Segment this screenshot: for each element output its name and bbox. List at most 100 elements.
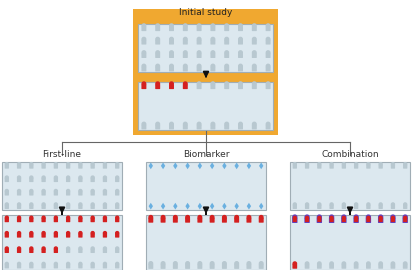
FancyBboxPatch shape — [54, 191, 58, 195]
FancyBboxPatch shape — [5, 164, 9, 169]
Circle shape — [183, 82, 187, 86]
FancyBboxPatch shape — [252, 53, 257, 58]
Circle shape — [197, 24, 201, 28]
FancyBboxPatch shape — [66, 249, 70, 253]
FancyBboxPatch shape — [2, 162, 122, 210]
FancyBboxPatch shape — [354, 264, 358, 269]
Circle shape — [142, 64, 146, 68]
FancyBboxPatch shape — [224, 40, 229, 45]
FancyBboxPatch shape — [115, 264, 119, 268]
FancyBboxPatch shape — [141, 40, 146, 45]
FancyBboxPatch shape — [305, 205, 309, 209]
FancyBboxPatch shape — [366, 264, 371, 269]
FancyBboxPatch shape — [42, 205, 46, 209]
Circle shape — [253, 24, 256, 28]
FancyBboxPatch shape — [133, 9, 279, 135]
Circle shape — [330, 216, 333, 219]
FancyBboxPatch shape — [103, 205, 107, 209]
Circle shape — [197, 51, 201, 55]
Circle shape — [225, 24, 229, 28]
Circle shape — [116, 247, 119, 250]
FancyBboxPatch shape — [391, 205, 395, 209]
FancyBboxPatch shape — [141, 26, 146, 31]
Circle shape — [18, 232, 21, 235]
Circle shape — [91, 203, 94, 206]
Polygon shape — [149, 163, 153, 169]
FancyBboxPatch shape — [42, 218, 46, 222]
Circle shape — [79, 232, 82, 235]
Circle shape — [198, 262, 201, 265]
FancyBboxPatch shape — [197, 125, 201, 129]
Circle shape — [5, 262, 8, 265]
FancyBboxPatch shape — [155, 40, 160, 45]
FancyBboxPatch shape — [403, 205, 407, 209]
Circle shape — [239, 82, 242, 86]
Circle shape — [318, 262, 321, 265]
FancyBboxPatch shape — [54, 249, 58, 253]
FancyBboxPatch shape — [379, 164, 383, 169]
Circle shape — [116, 163, 119, 166]
FancyBboxPatch shape — [197, 264, 202, 269]
FancyBboxPatch shape — [2, 215, 122, 270]
Circle shape — [253, 38, 256, 41]
Circle shape — [142, 38, 146, 41]
Circle shape — [211, 64, 215, 68]
FancyBboxPatch shape — [169, 67, 174, 72]
Circle shape — [103, 262, 106, 265]
FancyBboxPatch shape — [103, 249, 107, 253]
FancyBboxPatch shape — [183, 125, 188, 129]
Circle shape — [253, 64, 256, 68]
Circle shape — [67, 262, 70, 265]
Text: Combination: Combination — [321, 150, 379, 159]
Circle shape — [170, 122, 173, 126]
FancyBboxPatch shape — [224, 67, 229, 72]
FancyBboxPatch shape — [211, 84, 215, 89]
Circle shape — [247, 262, 251, 265]
Circle shape — [247, 215, 251, 219]
FancyBboxPatch shape — [138, 82, 274, 130]
FancyBboxPatch shape — [403, 164, 407, 169]
Circle shape — [54, 247, 57, 250]
Circle shape — [306, 216, 309, 219]
Circle shape — [260, 262, 263, 265]
Circle shape — [142, 51, 146, 55]
Polygon shape — [198, 203, 202, 210]
Circle shape — [197, 82, 201, 86]
Circle shape — [342, 215, 346, 219]
FancyBboxPatch shape — [42, 249, 46, 253]
FancyBboxPatch shape — [54, 264, 58, 268]
Circle shape — [170, 51, 173, 55]
FancyBboxPatch shape — [42, 191, 46, 195]
FancyBboxPatch shape — [224, 26, 229, 31]
FancyBboxPatch shape — [224, 125, 229, 129]
FancyBboxPatch shape — [103, 264, 107, 268]
Circle shape — [404, 163, 407, 166]
FancyBboxPatch shape — [183, 40, 188, 45]
Circle shape — [197, 64, 201, 68]
FancyBboxPatch shape — [403, 218, 408, 223]
Circle shape — [305, 215, 309, 219]
FancyBboxPatch shape — [115, 218, 119, 222]
FancyBboxPatch shape — [155, 67, 160, 72]
Text: First-line: First-line — [42, 150, 82, 159]
Polygon shape — [173, 163, 178, 169]
Circle shape — [293, 216, 296, 219]
Circle shape — [54, 232, 57, 235]
FancyBboxPatch shape — [66, 178, 70, 182]
Circle shape — [42, 232, 45, 235]
FancyBboxPatch shape — [5, 218, 9, 222]
Polygon shape — [173, 203, 178, 210]
Circle shape — [91, 176, 94, 179]
FancyBboxPatch shape — [266, 84, 271, 89]
Circle shape — [42, 216, 45, 219]
FancyBboxPatch shape — [317, 264, 322, 269]
Circle shape — [253, 82, 256, 86]
Circle shape — [54, 176, 57, 179]
FancyBboxPatch shape — [317, 218, 321, 222]
Circle shape — [342, 262, 346, 265]
Circle shape — [67, 203, 70, 206]
Circle shape — [156, 38, 159, 41]
FancyBboxPatch shape — [66, 205, 70, 209]
Circle shape — [156, 51, 159, 55]
FancyBboxPatch shape — [290, 162, 410, 210]
